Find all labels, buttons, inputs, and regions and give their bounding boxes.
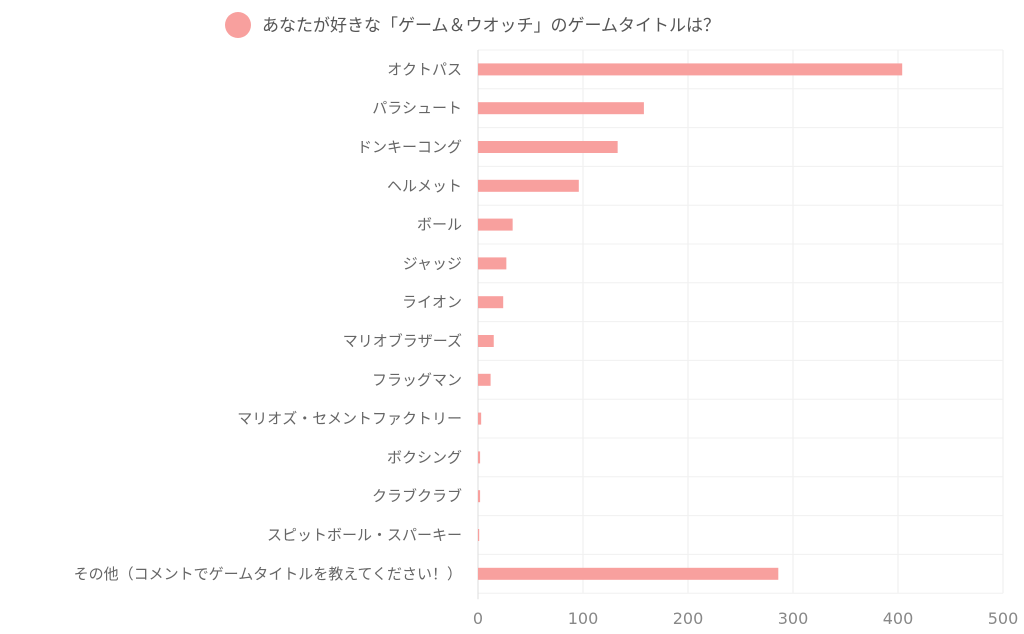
category-label: スピットボール・スパーキー (267, 526, 462, 544)
category-label: オクトパス (387, 60, 462, 78)
category-label: ヘルメット (387, 177, 462, 195)
gridlines (477, 49, 1004, 600)
bar (478, 63, 903, 76)
bar (478, 567, 779, 580)
bar (478, 296, 504, 309)
bar (478, 451, 481, 464)
bar (478, 412, 482, 425)
category-label: その他（コメントでゲームタイトルを教えてください！） (74, 565, 462, 583)
category-labels: オクトパスパラシュートドンキーコングヘルメットボールジャッジライオンマリオブラザ… (74, 60, 462, 582)
bar (478, 102, 644, 115)
bars (478, 63, 903, 580)
category-label: マリオズ・セメントファクトリー (237, 410, 462, 428)
x-tick-label: 500 (988, 609, 1019, 628)
legend-swatch (225, 12, 251, 38)
bar (478, 529, 480, 541)
x-tick-label: 300 (778, 609, 809, 628)
category-label: フラッグマン (372, 371, 462, 389)
category-label: ライオン (402, 293, 462, 311)
bar (478, 141, 618, 153)
x-tick-label: 100 (568, 609, 599, 628)
bar (478, 373, 491, 386)
x-tick-label: 400 (883, 609, 914, 628)
bar (478, 335, 494, 347)
category-label: パラシュート (372, 99, 462, 117)
legend-label: あなたが好きな「ゲーム＆ウオッチ」のゲームタイトルは？ (262, 16, 720, 36)
category-label: ドンキーコング (357, 138, 462, 156)
bar (478, 257, 507, 270)
category-label: ボクシング (387, 448, 462, 466)
bar (478, 490, 481, 503)
bar (478, 218, 513, 231)
x-tick-label: 200 (673, 609, 704, 628)
category-label: ボール (417, 216, 462, 234)
bar (478, 179, 579, 192)
x-axis-ticks: 0 100 200 300 400 500 (473, 609, 1018, 628)
category-label: クラブクラブ (372, 487, 462, 505)
legend: あなたが好きな「ゲーム＆ウオッチ」のゲームタイトルは？ (225, 12, 720, 38)
x-tick-label: 0 (473, 609, 483, 628)
category-label: ジャッジ (403, 254, 462, 272)
category-label: マリオブラザーズ (343, 332, 462, 350)
